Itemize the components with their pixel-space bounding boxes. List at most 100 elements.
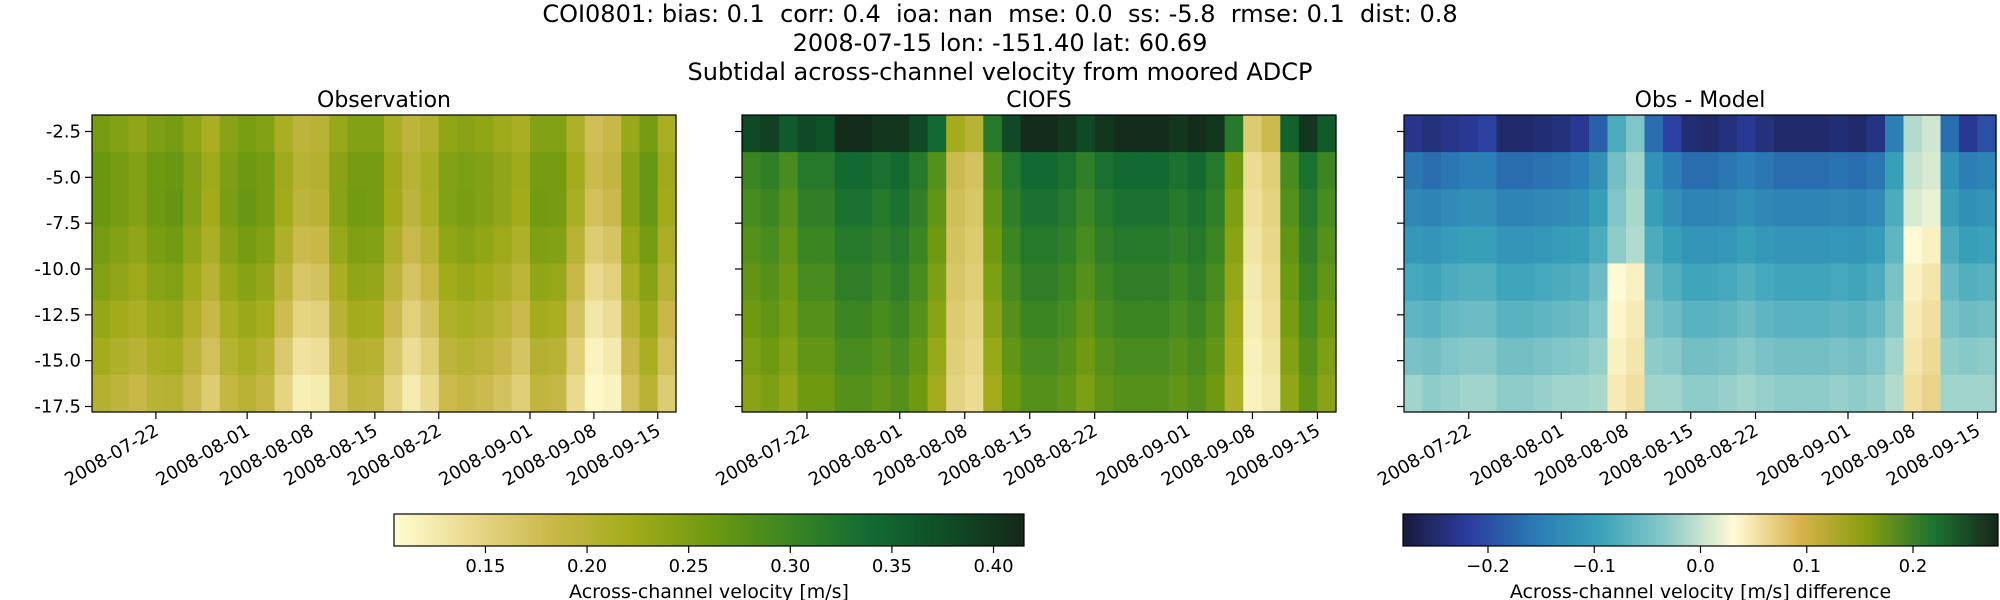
heatmap-cell — [1224, 115, 1244, 153]
heatmap-cell — [1478, 263, 1498, 302]
axes-frame — [741, 114, 1337, 413]
heatmap-cell — [1020, 263, 1040, 302]
heatmap-cell — [983, 189, 1003, 227]
heatmap-cell — [530, 374, 549, 413]
colorbar-tick-label: 0.1 — [1792, 556, 1821, 577]
heatmap-cell — [1940, 263, 1960, 302]
heatmap-cell — [92, 115, 111, 153]
metrics-line: COI0801: bias: 0.1 corr: 0.4 ioa: nan ms… — [542, 0, 1458, 28]
heatmap-cell — [1317, 263, 1337, 302]
heatmap-cell — [1020, 374, 1040, 413]
heatmap-cell — [742, 115, 762, 153]
heatmap-cell — [1459, 115, 1479, 153]
heatmap-cell — [1626, 226, 1646, 265]
heatmap-cell — [402, 152, 422, 190]
heatmap-cell — [1280, 263, 1300, 302]
heatmap-cell — [1001, 374, 1022, 413]
heatmap-cell — [1903, 115, 1923, 153]
heatmap-cell — [853, 226, 873, 265]
heatmap-cell — [1057, 152, 1077, 190]
heatmap-cell — [329, 374, 349, 413]
heatmap-cell — [1792, 337, 1812, 376]
heatmap-cell — [1168, 115, 1189, 153]
heatmap-cell — [384, 374, 403, 413]
heatmap-cell — [1885, 189, 1905, 227]
heatmap-cell — [1663, 189, 1683, 227]
heatmap-cell — [1940, 115, 1960, 153]
heatmap-cell — [1552, 337, 1572, 376]
heatmap-cell — [1001, 152, 1022, 190]
heatmap-cell — [927, 189, 947, 227]
heatmap-cell — [219, 152, 239, 190]
heatmap-cell — [1644, 152, 1664, 190]
heatmap-cell — [1422, 337, 1442, 376]
heatmap-cell — [890, 189, 910, 227]
heatmap-cell — [816, 300, 836, 339]
heatmap-cell — [909, 115, 929, 153]
heatmap-cell — [797, 374, 817, 413]
heatmap-cell — [927, 337, 947, 376]
heatmap-cell — [1131, 115, 1151, 153]
heatmap-cell — [1057, 374, 1077, 413]
heatmap-cell — [1113, 263, 1133, 302]
heatmap-cell — [530, 263, 549, 302]
heatmap-cell — [742, 226, 762, 265]
heatmap-cell — [983, 374, 1003, 413]
heatmap-cell — [1317, 152, 1337, 190]
heatmap-cell — [909, 337, 929, 376]
heatmap-cell — [760, 226, 780, 265]
heatmap-cell — [1977, 300, 1997, 339]
heatmap-cell — [1644, 226, 1664, 265]
heatmap-cell — [853, 152, 873, 190]
heatmap-cell — [1533, 152, 1553, 190]
heatmap-cell — [1940, 226, 1960, 265]
heatmap-cell — [1589, 115, 1609, 153]
heatmap-cell — [1959, 189, 1979, 227]
heatmap-cell — [1168, 152, 1189, 190]
heatmap-cell — [1570, 337, 1590, 376]
heatmap-cell — [1076, 189, 1096, 227]
heatmap-cell — [657, 189, 677, 227]
heatmap-cell — [420, 152, 440, 190]
heatmap-cell — [1829, 263, 1849, 302]
heatmap-cell — [797, 115, 817, 153]
heatmap-cell — [1261, 263, 1281, 302]
heatmap-cell — [183, 226, 203, 265]
heatmap-cell — [1478, 300, 1498, 339]
heatmap-cell — [1922, 189, 1942, 227]
heatmap-cell — [1903, 226, 1923, 265]
heatmap-cell — [1298, 263, 1319, 302]
heatmap-cell — [92, 337, 111, 376]
heatmap-cell — [1533, 189, 1553, 227]
heatmap-cell — [1903, 152, 1923, 190]
heatmap-cell — [1977, 115, 1997, 153]
colorbar-tick-label: 0.30 — [770, 556, 810, 577]
heatmap-cell — [621, 374, 641, 413]
heatmap-cell — [621, 226, 641, 265]
heatmap-cell — [639, 115, 659, 153]
heatmap-cell — [566, 263, 586, 302]
heatmap-cell — [256, 152, 276, 190]
heatmap-cell — [1866, 263, 1886, 302]
heatmap-cell — [1811, 337, 1831, 376]
heatmap-cell — [457, 226, 476, 265]
heatmap-cell — [1094, 115, 1114, 153]
heatmap-cell — [1515, 263, 1535, 302]
colorbar-tick-label: 0.15 — [465, 556, 505, 577]
heatmap-cell — [1441, 263, 1461, 302]
heatmap-cell — [110, 115, 130, 153]
heatmap-cell — [946, 226, 966, 265]
heatmap-cell — [1977, 226, 1997, 265]
heatmap-cell — [1663, 226, 1683, 265]
heatmap-cell — [834, 152, 854, 190]
heatmap-cell — [871, 263, 892, 302]
heatmap-cell — [530, 300, 549, 339]
heatmap-cell — [1001, 337, 1022, 376]
heatmap-cell — [603, 226, 622, 265]
heatmap-cell — [1243, 189, 1263, 227]
heatmap-cell — [639, 263, 659, 302]
heatmap-cell — [1663, 115, 1683, 153]
heatmap-cell — [1792, 300, 1812, 339]
heatmap-cell — [110, 226, 130, 265]
heatmap-cell — [128, 115, 148, 153]
